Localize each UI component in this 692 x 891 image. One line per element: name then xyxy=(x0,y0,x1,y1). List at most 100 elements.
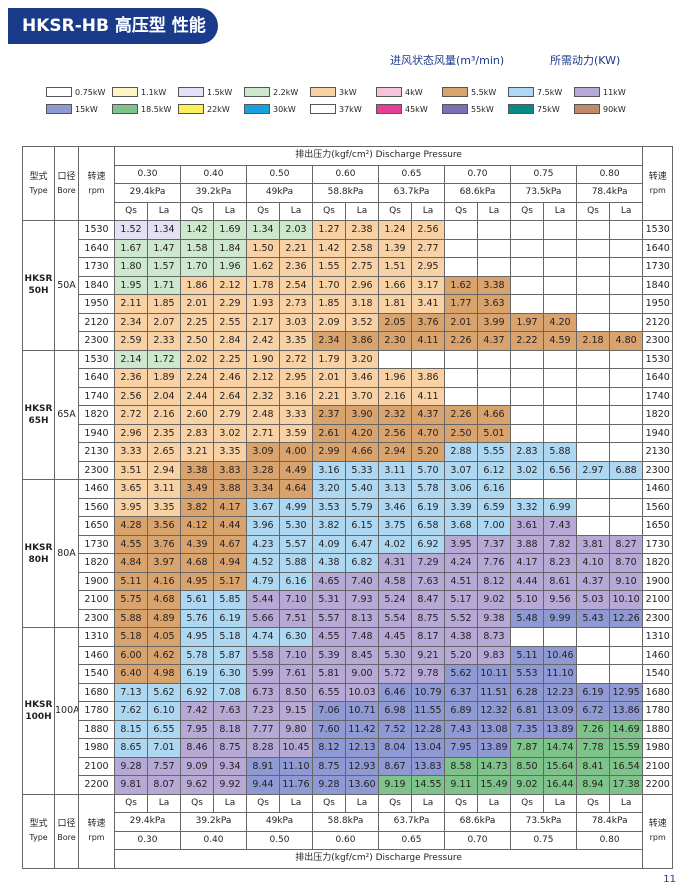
qs-cell: 1.86 xyxy=(180,275,214,295)
qs-cell: 8.12 xyxy=(312,738,346,758)
la-cell xyxy=(543,275,577,295)
qs-cell xyxy=(510,368,544,388)
legend-label: 55kW xyxy=(471,105,494,114)
la-cell: 10.46 xyxy=(543,645,577,665)
la-cell: 16.44 xyxy=(543,775,577,795)
qs-cell: 9.44 xyxy=(246,775,280,795)
table-row: HKSR 100H 100A 1310 5.18 4.05 4.95 5.18 4.74 6.3… xyxy=(22,627,674,795)
qs-cell: 2.50 xyxy=(444,423,478,443)
la-cell: 1.69 xyxy=(213,220,247,240)
qs-cell: 9.09 xyxy=(180,756,214,776)
qs-cell: 6.98 xyxy=(378,701,412,721)
qs-cell: 1.27 xyxy=(312,220,346,240)
qs-cell: 1.67 xyxy=(114,238,148,258)
rpm-header-right-zh: 转速 xyxy=(648,171,667,182)
qs-cell: 5.03 xyxy=(576,590,610,610)
rpm-cell: 1460 xyxy=(78,645,115,665)
qs-cell: 3.11 xyxy=(378,460,412,480)
table-row: 2100 5.75 4.68 5.61 5.85 5.44 7.10 5.31 7.93 5.24… xyxy=(23,590,674,610)
la-cell xyxy=(477,220,511,240)
qs-cell: 2.88 xyxy=(444,442,478,462)
qs-cell: 2.42 xyxy=(246,331,280,351)
qs-cell: 9.11 xyxy=(444,775,478,795)
qs-footer: Qs xyxy=(378,793,412,813)
legend-swatch xyxy=(178,87,204,97)
model-label: HKSR 100H xyxy=(22,627,55,795)
legend-swatch xyxy=(376,104,402,114)
la-cell: 1.89 xyxy=(147,368,181,388)
la-cell xyxy=(543,349,577,369)
qs-cell: 8.50 xyxy=(510,756,544,776)
rpm-footer-zh: 转速 xyxy=(87,819,106,829)
qs-cell: 7.35 xyxy=(510,719,544,739)
qs-cell: 2.30 xyxy=(378,331,412,351)
table-row: 1820 4.84 3.97 4.68 4.94 4.52 5.88 4.38 6.82 4.31… xyxy=(23,553,674,573)
bore-footer-zh: 口径 xyxy=(57,819,76,829)
la-cell xyxy=(543,386,577,406)
bore-label: 50A xyxy=(54,220,79,351)
qs-cell: 5.88 xyxy=(114,608,148,628)
qs-cell: 2.32 xyxy=(246,386,280,406)
qs-cell: 1.62 xyxy=(444,275,478,295)
la-cell: 4.66 xyxy=(345,442,379,462)
type-footer: 型式 Type xyxy=(22,793,55,869)
la-cell xyxy=(477,349,511,369)
table-row: 1780 7.62 6.10 7.42 7.63 7.23 9.15 7.06 10.71 6.9… xyxy=(23,701,674,721)
qs-cell: 6.28 xyxy=(510,682,544,702)
la-header: La xyxy=(345,201,379,221)
qs-cell: 6.00 xyxy=(114,645,148,665)
la-cell: 4.98 xyxy=(147,664,181,684)
qs-cell: 7.95 xyxy=(444,738,478,758)
la-cell: 4.59 xyxy=(543,331,577,351)
qs-cell: 2.11 xyxy=(114,294,148,314)
la-header: La xyxy=(279,201,313,221)
qs-cell: 5.53 xyxy=(510,664,544,684)
la-cell: 7.57 xyxy=(147,756,181,776)
qs-cell: 6.55 xyxy=(312,682,346,702)
table-row: 1650 4.28 3.56 4.12 4.44 3.96 5.30 3.82 6.15 3.75… xyxy=(23,516,674,536)
la-cell: 3.46 xyxy=(345,368,379,388)
legend-swatch xyxy=(442,104,468,114)
rpm-cell: 1730 xyxy=(78,257,115,277)
qs-cell: 6.19 xyxy=(576,682,610,702)
qs-cell: 2.56 xyxy=(114,386,148,406)
legend-label: 11kW xyxy=(603,88,626,97)
qs-cell: 4.58 xyxy=(378,571,412,591)
qs-cell: 8.58 xyxy=(444,756,478,776)
qs-cell: 5.57 xyxy=(312,608,346,628)
la-cell: 5.17 xyxy=(213,571,247,591)
la-cell: 11.76 xyxy=(279,775,313,795)
la-footer: La xyxy=(608,793,644,813)
la-cell: 9.56 xyxy=(543,590,577,610)
qs-cell xyxy=(576,294,610,314)
qs-cell xyxy=(576,238,610,258)
la-cell xyxy=(608,294,644,314)
rpm-cell: 1880 xyxy=(78,719,115,739)
qs-header: Qs xyxy=(576,201,610,221)
la-cell: 7.10 xyxy=(279,645,313,665)
la-cell: 9.15 xyxy=(279,701,313,721)
table-row: 1900 5.11 4.16 4.95 5.17 4.79 6.16 4.65 7.40 4.58… xyxy=(23,571,674,591)
pressure-kpa-footer: 73.5kPa xyxy=(510,812,577,832)
qs-cell: 2.34 xyxy=(312,331,346,351)
legend-label: 37kW xyxy=(339,105,362,114)
la-cell: 13.60 xyxy=(345,775,379,795)
table-row: 2300 5.88 4.89 5.76 6.19 5.66 7.51 5.57 8.13 5.54… xyxy=(23,608,674,628)
qs-cell: 4.51 xyxy=(444,571,478,591)
la-cell: 2.73 xyxy=(279,294,313,314)
qs-cell: 4.17 xyxy=(510,553,544,573)
la-cell: 6.16 xyxy=(477,479,511,499)
type-header-zh: 型式 xyxy=(29,171,48,182)
rpm-cell-right: 1880 xyxy=(642,719,674,739)
qs-cell: 1.34 xyxy=(246,220,280,240)
legend-label: 90kW xyxy=(603,105,626,114)
rpm-cell-right: 1730 xyxy=(642,257,674,277)
la-cell: 14.69 xyxy=(608,719,644,739)
rpm-cell: 1730 xyxy=(78,534,115,554)
la-cell: 11.55 xyxy=(411,701,445,721)
pressure-kpa-footer: 68.6kPa xyxy=(444,812,511,832)
la-cell: 7.40 xyxy=(345,571,379,591)
la-cell: 13.83 xyxy=(411,756,445,776)
qs-cell: 1.39 xyxy=(378,238,412,258)
la-cell: 7.51 xyxy=(279,608,313,628)
